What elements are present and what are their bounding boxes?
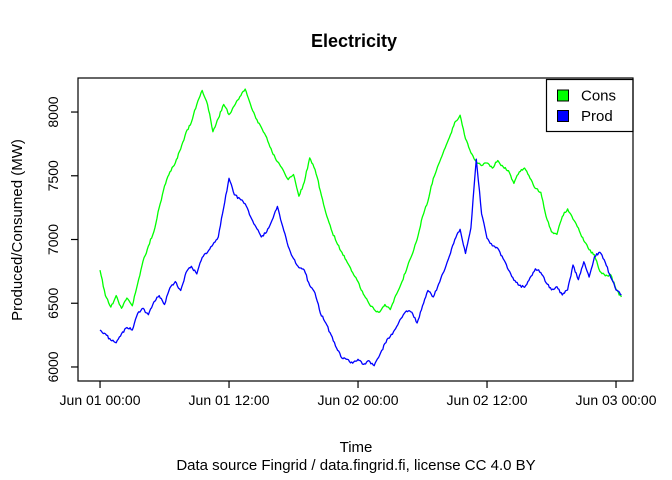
cons-legend-label: Cons <box>581 88 616 105</box>
x-axis-label: Time <box>340 439 373 456</box>
y-axis-label: Produced/Consumed (MW) <box>9 139 26 321</box>
legend: Cons Prod <box>545 78 634 133</box>
caption: Data source Fingrid / data.fingrid.fi, l… <box>176 457 535 474</box>
plot-border <box>77 77 634 382</box>
y-axis: 6000 6500 7000 7500 8000 <box>45 96 78 383</box>
x-tick-label: Jun 02 00:00 <box>318 392 399 408</box>
cons-line <box>99 88 622 313</box>
cons-legend-swatch <box>557 89 569 102</box>
x-tick-label: Jun 01 00:00 <box>60 392 141 408</box>
y-tick-label: 6000 <box>45 351 61 382</box>
x-tick-label: Jun 01 12:00 <box>189 392 270 408</box>
y-tick-label: 7000 <box>45 224 61 255</box>
chart-title: Electricity <box>311 31 397 51</box>
prod-legend-label: Prod <box>581 108 613 125</box>
legend-box <box>545 78 634 133</box>
x-axis: Jun 01 00:00 Jun 01 12:00 Jun 02 00:00 Jun … <box>60 381 657 408</box>
x-tick-label: Jun 02 12:00 <box>447 392 528 408</box>
y-tick-label: 8000 <box>45 96 61 127</box>
y-tick-label: 6500 <box>45 287 61 318</box>
y-tick-label: 7500 <box>45 160 61 191</box>
x-tick-label: Jun 03 00:00 <box>576 392 657 408</box>
prod-legend-swatch <box>557 110 569 122</box>
series-group <box>99 88 622 367</box>
prod-line <box>99 158 622 367</box>
